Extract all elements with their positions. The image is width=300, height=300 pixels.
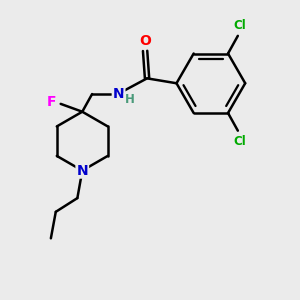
Text: F: F bbox=[47, 95, 57, 109]
Text: O: O bbox=[139, 34, 151, 48]
Text: H: H bbox=[124, 93, 134, 106]
Text: Cl: Cl bbox=[233, 19, 246, 32]
Text: Cl: Cl bbox=[233, 135, 246, 148]
Text: N: N bbox=[113, 87, 124, 101]
Text: N: N bbox=[76, 164, 88, 178]
